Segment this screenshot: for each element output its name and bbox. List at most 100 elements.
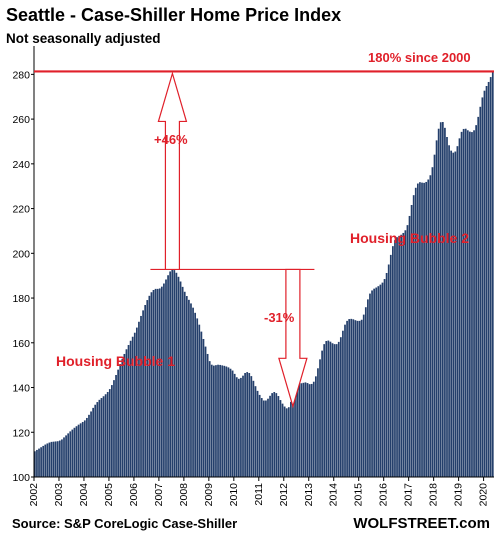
index-bar bbox=[267, 398, 269, 477]
index-bar bbox=[310, 383, 313, 477]
index-bar bbox=[329, 341, 332, 477]
index-bar bbox=[379, 284, 382, 477]
index-bar bbox=[435, 140, 438, 478]
index-bar bbox=[304, 382, 307, 477]
index-bar bbox=[190, 303, 192, 477]
index-bar bbox=[165, 279, 167, 477]
index-bar bbox=[306, 383, 309, 477]
index-bar bbox=[460, 131, 463, 478]
index-bar bbox=[119, 364, 122, 477]
index-bar bbox=[100, 398, 103, 477]
index-bar bbox=[346, 320, 348, 477]
index-bar bbox=[456, 146, 459, 478]
index-bar bbox=[281, 403, 284, 477]
x-axis-ticks: 2002 2003 2004 2005 2006 2007 2008 2009 2010 2011… bbox=[28, 477, 490, 506]
index-bar bbox=[273, 392, 276, 477]
index-bar bbox=[215, 365, 217, 477]
x-tick-label: 2015 bbox=[353, 483, 365, 507]
index-bar bbox=[375, 287, 378, 477]
index-bar bbox=[377, 286, 380, 477]
index-bar bbox=[131, 336, 134, 477]
index-bar bbox=[483, 90, 486, 477]
index-bar bbox=[169, 271, 172, 477]
index-bar bbox=[315, 376, 317, 477]
index-bar bbox=[79, 423, 82, 477]
index-bar bbox=[360, 319, 363, 477]
index-bar bbox=[127, 345, 130, 477]
index-bar bbox=[296, 384, 298, 477]
index-bar bbox=[412, 195, 415, 477]
index-bar bbox=[150, 292, 153, 477]
index-bar bbox=[381, 282, 384, 477]
index-bar bbox=[437, 128, 440, 477]
index-bar bbox=[44, 444, 47, 477]
x-tick-label: 2003 bbox=[53, 483, 65, 507]
index-bar bbox=[331, 343, 334, 477]
x-tick-label: 2005 bbox=[103, 483, 115, 507]
index-bar bbox=[65, 435, 67, 477]
index-bar bbox=[462, 128, 465, 477]
index-bar bbox=[146, 300, 149, 477]
index-bar bbox=[38, 448, 40, 477]
x-tick-label: 2007 bbox=[153, 483, 165, 507]
index-bar bbox=[94, 404, 97, 477]
rise-percent-label: +46% bbox=[154, 132, 188, 147]
x-tick-label: 2012 bbox=[278, 483, 290, 507]
index-bar bbox=[350, 318, 353, 477]
index-bar bbox=[160, 286, 163, 477]
y-tick-label: 280 bbox=[12, 69, 30, 81]
index-bar bbox=[48, 442, 51, 477]
index-bar bbox=[277, 396, 280, 477]
index-bar bbox=[248, 372, 251, 477]
source-note: Source: S&P CoreLogic Case-Shiller bbox=[12, 516, 238, 531]
index-bar bbox=[202, 338, 205, 477]
index-bar bbox=[135, 327, 138, 477]
index-bar bbox=[111, 385, 113, 477]
index-bar bbox=[194, 312, 196, 477]
index-bar bbox=[452, 152, 455, 477]
index-bar bbox=[148, 295, 151, 477]
x-tick-label: 2020 bbox=[478, 483, 490, 507]
index-bar bbox=[231, 370, 234, 477]
index-bar bbox=[237, 378, 240, 477]
index-bar bbox=[175, 272, 178, 477]
index-bar bbox=[256, 390, 259, 477]
index-bar bbox=[473, 130, 475, 478]
index-bar bbox=[34, 451, 36, 477]
index-bar bbox=[235, 377, 238, 477]
index-bar bbox=[387, 264, 390, 477]
index-bar bbox=[269, 395, 271, 477]
index-bar bbox=[98, 399, 101, 477]
index-bar bbox=[327, 340, 330, 477]
index-bar bbox=[431, 167, 434, 477]
index-bar bbox=[364, 307, 367, 477]
index-bar bbox=[167, 275, 169, 477]
index-bar bbox=[67, 433, 70, 477]
since-2000-label: 180% since 2000 bbox=[368, 50, 471, 65]
x-tick-label: 2002 bbox=[28, 483, 40, 507]
index-bar bbox=[233, 373, 236, 477]
index-bar bbox=[223, 365, 226, 477]
index-bar bbox=[485, 86, 488, 477]
chart-title: Seattle - Case-Shiller Home Price Index bbox=[6, 5, 342, 25]
x-tick-label: 2009 bbox=[203, 483, 215, 507]
index-bar bbox=[298, 383, 301, 477]
index-bar bbox=[133, 332, 136, 477]
index-bar bbox=[40, 447, 42, 477]
index-bar bbox=[54, 441, 57, 477]
index-bar bbox=[50, 441, 53, 477]
index-bar bbox=[354, 320, 357, 477]
index-bar bbox=[129, 340, 132, 477]
annotation-overlay bbox=[34, 70, 494, 409]
index-bar bbox=[469, 131, 471, 477]
index-bar bbox=[439, 122, 442, 478]
index-bar bbox=[121, 358, 124, 477]
index-bar bbox=[394, 240, 396, 477]
index-bar bbox=[475, 125, 477, 477]
index-bar bbox=[406, 225, 409, 477]
y-tick-label: 200 bbox=[12, 248, 30, 260]
y-tick-label: 220 bbox=[12, 204, 30, 216]
index-bar bbox=[408, 215, 411, 477]
index-bar bbox=[369, 293, 371, 477]
index-bar bbox=[115, 375, 117, 477]
